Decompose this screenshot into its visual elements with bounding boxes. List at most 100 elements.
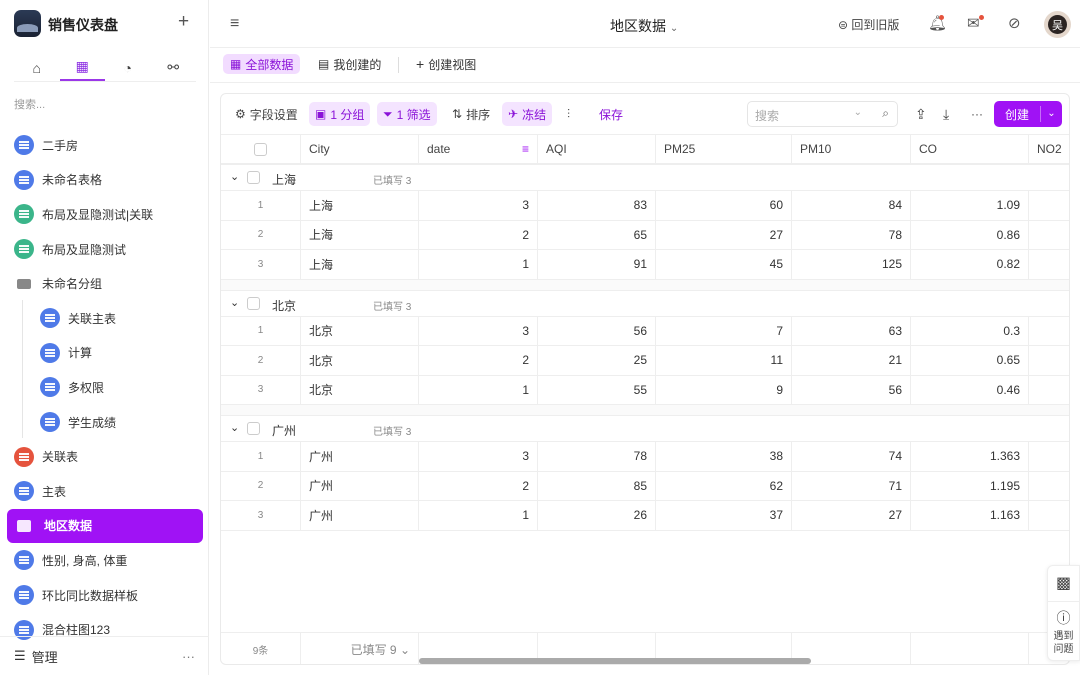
table-cell[interactable]: 0.86 [911, 220, 1029, 249]
group-header[interactable]: ⌄ 上海 已填写 3 [221, 164, 1069, 191]
table-cell[interactable]: 1.195 [911, 471, 1029, 500]
inbox-icon[interactable]: ✉︎ [967, 15, 980, 32]
qr-code-icon[interactable]: ▩ [1048, 566, 1079, 602]
table-cell[interactable]: 85 [538, 471, 656, 500]
table-cell[interactable]: 83 [538, 191, 656, 220]
table-cell[interactable]: 84 [792, 191, 911, 220]
sidebar-item[interactable]: 未命名表格 [7, 163, 203, 198]
table-cell[interactable]: 62 [656, 471, 792, 500]
column-header[interactable]: City [301, 135, 419, 163]
sidebar-item[interactable]: 布局及显隐测试 [7, 232, 203, 267]
table-row[interactable]: 3 北京 1 55 9 56 0.46 [221, 375, 1069, 405]
sidebar-search-input[interactable]: 搜索... [14, 99, 46, 111]
chevron-down-icon[interactable]: ⌄ [230, 296, 240, 309]
table-cell[interactable]: 北京 [301, 375, 419, 404]
sidebar-item[interactable]: 关联表 [7, 439, 203, 474]
menu-icon[interactable]: ≡ [230, 15, 240, 32]
table-cell[interactable]: 125 [792, 250, 911, 279]
more-icon[interactable]: ··· [182, 648, 195, 664]
bell-icon[interactable]: 🔔︎ [928, 15, 948, 32]
chevron-down-icon[interactable]: ⌄ [230, 422, 240, 434]
group-checkbox[interactable] [247, 296, 260, 310]
manage-button[interactable]: 管理 [31, 649, 58, 665]
table-cell[interactable]: 1 [419, 375, 538, 404]
table-row[interactable]: 2 广州 2 85 62 71 1.195 [221, 471, 1069, 501]
table-row[interactable]: 2 上海 2 65 27 78 0.86 [221, 220, 1069, 250]
sidebar-item[interactable]: 计算 [7, 336, 203, 371]
table-cell[interactable]: 上海 [301, 220, 419, 249]
table-cell[interactable]: 2 [419, 471, 538, 500]
table-cell[interactable]: 11 [656, 346, 792, 375]
table-cell[interactable]: 27 [792, 501, 911, 530]
sidebar-item[interactable]: 性别, 身高, 体重 [7, 543, 203, 578]
create-button[interactable]: 创建 ⌄ [994, 101, 1062, 127]
row-height-icon[interactable]: ⫶ [567, 106, 571, 121]
table-cell[interactable]: 56 [792, 375, 911, 404]
table-cell[interactable]: 55 [538, 375, 656, 404]
column-header[interactable]: PM10 [792, 135, 911, 163]
avatar[interactable]: 吴 [1044, 11, 1071, 38]
filter-button[interactable]: ⏷ 1 筛选 [377, 102, 437, 126]
table-grid-icon[interactable]: ▦ [59, 54, 105, 81]
sidebar-item[interactable]: 学生成绩 [7, 405, 203, 440]
group-header[interactable]: ⌄ 北京 已填写 3 [221, 289, 1069, 317]
chevron-down-icon[interactable]: ⌄ [853, 107, 862, 118]
group-checkbox[interactable] [247, 171, 260, 184]
table-cell[interactable]: 1.163 [911, 501, 1029, 530]
table-cell[interactable]: 1.363 [911, 442, 1029, 471]
column-header[interactable]: CO [911, 135, 1029, 163]
sidebar-item[interactable]: 布局及显隐测试|关联 [7, 197, 203, 232]
table-cell[interactable]: 26 [538, 501, 656, 530]
help-button[interactable]: ⓘ 遇到问题 [1048, 602, 1079, 656]
table-cell[interactable]: 91 [538, 250, 656, 279]
table-row[interactable]: 1 上海 3 83 60 84 1.09 [221, 191, 1069, 221]
table-cell[interactable] [1029, 191, 1069, 220]
home-icon[interactable]: ⌂ [32, 59, 41, 76]
page-title[interactable]: 地区数据 ⌄ [610, 18, 679, 34]
sidebar-item[interactable]: 多权限 [7, 370, 203, 405]
table-cell[interactable]: 0.65 [911, 346, 1029, 375]
table-cell[interactable]: 0.82 [911, 250, 1029, 279]
table-cell[interactable]: 25 [538, 346, 656, 375]
table-cell[interactable]: 56 [538, 316, 656, 345]
chart-pie-icon[interactable]: ◔ [123, 59, 132, 76]
chevron-down-icon[interactable]: ⌄ [230, 171, 240, 183]
search-icon[interactable]: ⌕ [882, 106, 889, 120]
table-cell[interactable]: 北京 [301, 316, 419, 345]
table-cell[interactable]: 0.46 [911, 375, 1029, 404]
more-icon[interactable]: ··· [971, 107, 983, 121]
sort-button[interactable]: ⇅ 排序 [452, 107, 491, 122]
tab-my-created[interactable]: ▤ 我创建的 [318, 57, 382, 72]
table-cell[interactable]: 2 [419, 220, 538, 249]
table-cell[interactable]: 1 [419, 501, 538, 530]
freeze-button[interactable]: ✈ 冻结 [502, 102, 553, 126]
select-all-checkbox[interactable] [254, 142, 267, 156]
table-cell[interactable] [1029, 501, 1069, 530]
table-cell[interactable]: 78 [792, 220, 911, 249]
table-cell[interactable]: 63 [792, 316, 911, 345]
filled-count-dropdown[interactable]: 已填写 9 ⌄ [301, 633, 419, 664]
sidebar-item[interactable]: 二手房 [7, 128, 203, 163]
table-cell[interactable]: 27 [656, 220, 792, 249]
table-cell[interactable]: 74 [792, 442, 911, 471]
table-cell[interactable]: 37 [656, 501, 792, 530]
table-row[interactable]: 1 北京 3 56 7 63 0.3 [221, 316, 1069, 346]
table-cell[interactable]: 21 [792, 346, 911, 375]
table-cell[interactable]: 广州 [301, 442, 419, 471]
search-input[interactable]: 搜索 ⌄ ⌕ [747, 101, 898, 127]
table-row[interactable]: 2 北京 2 25 11 21 0.65 [221, 346, 1069, 376]
table-row[interactable]: 3 广州 1 26 37 27 1.163 [221, 501, 1069, 531]
table-cell[interactable]: 1.09 [911, 191, 1029, 220]
column-header[interactable]: PM25 [656, 135, 792, 163]
table-cell[interactable] [1029, 442, 1069, 471]
compass-icon[interactable]: ⊘ [1008, 15, 1021, 32]
table-cell[interactable]: 2 [419, 346, 538, 375]
create-view-button[interactable]: + 创建视图 [416, 56, 477, 72]
download-icon[interactable]: ⤓ [943, 105, 950, 122]
table-row[interactable]: 3 上海 1 91 45 125 0.82 [221, 250, 1069, 280]
filter-lines-icon[interactable]: ≡ [521, 142, 529, 156]
chevron-down-icon[interactable]: ⌄ [1040, 106, 1062, 122]
table-cell[interactable]: 1 [419, 250, 538, 279]
sidebar-item[interactable]: 地区数据 [7, 508, 203, 544]
table-cell[interactable]: 9 [656, 375, 792, 404]
